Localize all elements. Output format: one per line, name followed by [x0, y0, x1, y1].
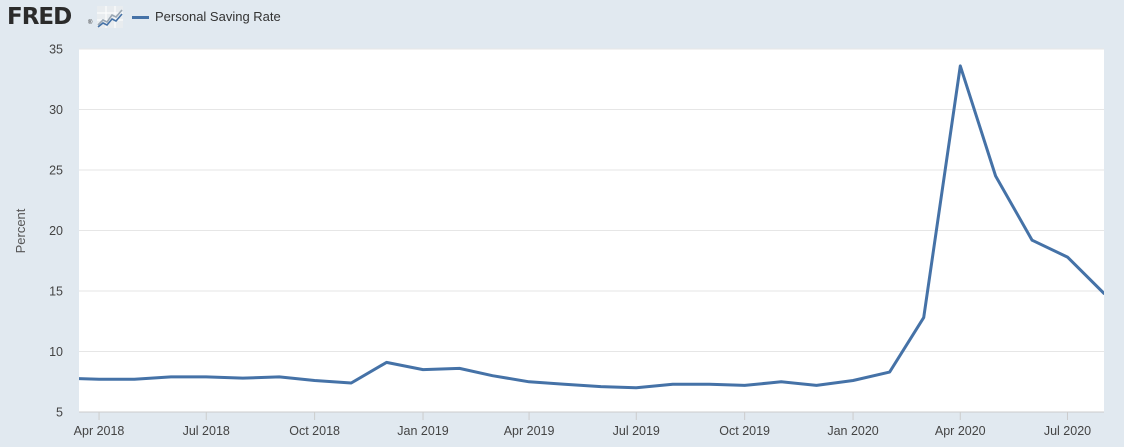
x-tick-label: Oct 2019: [719, 424, 770, 438]
grid-lines: [79, 48, 1104, 352]
y-tick-label: 15: [49, 285, 63, 299]
y-tick-label: 30: [49, 103, 63, 117]
y-tick-label: 5: [56, 406, 63, 420]
x-axis: Apr 2018 Jul 2018 Oct 2018 Jan 2019 Apr 2019…: [74, 412, 1091, 438]
x-tick-label: Jan 2019: [397, 424, 448, 438]
y-tick-label: 35: [49, 43, 63, 57]
series-line-personal-saving-rate[interactable]: [63, 64, 1105, 390]
x-tick-label: Apr 2019: [504, 424, 555, 438]
y-axis: 5 10 15 20 25 30 35: [49, 43, 63, 420]
registered-mark: ®: [88, 20, 93, 26]
x-tick-label: Jul 2020: [1044, 424, 1091, 438]
x-tick-label: Apr 2020: [935, 424, 986, 438]
y-tick-label: 25: [49, 164, 63, 178]
fred-logo: FRED: [7, 4, 72, 30]
x-tick-label: Jul 2018: [183, 424, 230, 438]
y-tick-label: 20: [49, 224, 63, 238]
x-tick-label: Oct 2018: [289, 424, 340, 438]
y-tick-label: 10: [49, 345, 63, 359]
fred-graph-icon: [97, 6, 123, 28]
legend-swatch: [132, 16, 149, 19]
x-tick-label: Apr 2018: [74, 424, 125, 438]
chart-header: FRED ® Personal Saving Rate: [0, 0, 1124, 36]
x-tick-label: Jan 2020: [827, 424, 878, 438]
x-tick-label: Jul 2019: [613, 424, 660, 438]
y-axis-label: Percent: [13, 208, 28, 253]
legend-label: Personal Saving Rate: [155, 9, 281, 24]
